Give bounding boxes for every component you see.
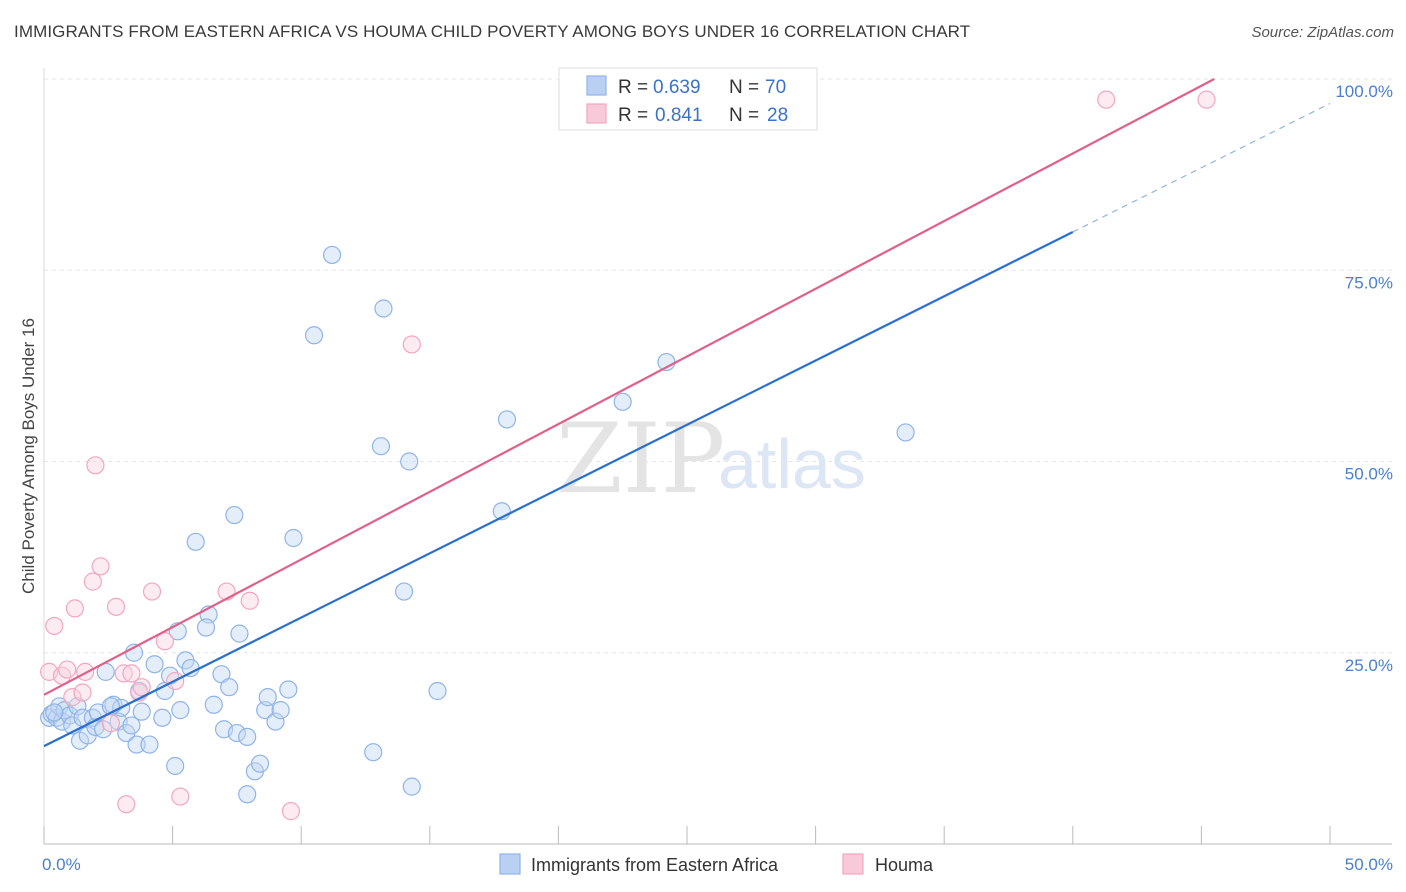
data-point — [402, 777, 421, 796]
legend-swatch-eastern-africa — [586, 75, 607, 96]
y-axis-label: Child Poverty Among Boys Under 16 — [19, 318, 38, 594]
data-point — [68, 697, 87, 716]
legend-n-label-2: N = — [729, 105, 759, 126]
data-point — [142, 582, 162, 601]
data-point — [65, 599, 84, 618]
data-point — [155, 632, 174, 651]
legend-n-value-1: 70 — [765, 77, 786, 98]
data-point — [402, 335, 421, 354]
legend-r-label-1: R = — [618, 77, 648, 98]
legend-n-label-1: N = — [729, 77, 759, 98]
y-tick-label: 25.0% — [1345, 656, 1393, 675]
data-point — [117, 795, 136, 814]
data-point — [279, 680, 298, 699]
legend-r-value-2: 0.841 — [655, 105, 703, 126]
data-point — [166, 756, 185, 776]
data-point — [63, 688, 82, 707]
data-point — [230, 624, 249, 643]
chart-title: IMMIGRANTS FROM EASTERN AFRICA VS HOUMA … — [14, 22, 971, 41]
data-point — [400, 452, 419, 471]
trend-line-eastern-africa — [43, 231, 1074, 748]
data-point — [73, 683, 92, 702]
tick-labels: 25.0% 50.0% 75.0% 100.0% 0.0% 50.0% — [42, 82, 1393, 874]
data-point — [83, 572, 102, 591]
data-point — [171, 701, 190, 720]
data-point — [132, 702, 151, 721]
data-point — [1197, 90, 1216, 109]
chart-source: Source: ZipAtlas.com — [1251, 24, 1394, 41]
data-point — [76, 662, 95, 681]
data-point — [220, 678, 239, 697]
bottom-legend: Immigrants from Eastern Africa Houma — [499, 853, 934, 875]
trend-lines — [43, 78, 1331, 748]
data-point — [45, 703, 64, 722]
data-point — [114, 664, 133, 683]
data-point — [153, 708, 172, 727]
bottom-legend-swatch-houma — [842, 853, 864, 875]
data-point — [101, 714, 120, 733]
legend-r-value-1: 0.639 — [653, 77, 701, 98]
data-point — [497, 410, 517, 429]
x-tick-label: 0.0% — [42, 855, 81, 874]
data-point — [304, 326, 324, 345]
trend-line-houma — [43, 78, 1215, 696]
data-point — [613, 392, 632, 411]
series-eastern-africa-points — [40, 245, 915, 804]
data-point — [364, 743, 383, 762]
trend-line-eastern-africa-extension — [1072, 102, 1331, 233]
data-point — [127, 735, 146, 754]
data-point — [196, 618, 216, 637]
data-point — [106, 597, 126, 616]
data-point — [86, 456, 105, 475]
data-point — [140, 735, 159, 754]
data-point — [371, 437, 391, 456]
y-tick-label: 50.0% — [1345, 465, 1393, 484]
legend-r-label-2: R = — [618, 105, 648, 126]
axes — [43, 68, 1392, 845]
data-point — [281, 802, 301, 821]
watermark-atlas: atlas — [718, 425, 866, 503]
bottom-legend-label-houma: Houma — [875, 855, 934, 875]
data-point — [225, 505, 244, 525]
data-point — [394, 582, 414, 601]
data-point — [374, 299, 393, 318]
data-point — [204, 695, 223, 714]
data-point — [896, 423, 915, 442]
data-point — [145, 655, 164, 674]
data-point — [132, 678, 151, 697]
data-point — [266, 712, 285, 731]
legend-n-value-2: 28 — [767, 105, 788, 126]
data-point — [238, 727, 257, 747]
data-point — [91, 557, 110, 576]
data-point — [122, 716, 141, 735]
data-point — [284, 528, 303, 548]
bottom-legend-swatch-eastern-africa — [499, 853, 521, 875]
data-point — [171, 787, 190, 806]
data-point — [45, 616, 64, 636]
data-point — [271, 701, 290, 720]
data-point — [238, 785, 257, 804]
data-point — [58, 660, 77, 679]
x-tick-label: 50.0% — [1345, 855, 1393, 874]
y-tick-label: 100.0% — [1335, 82, 1393, 101]
series-houma-points — [40, 90, 1216, 821]
data-point — [250, 754, 270, 773]
data-point — [258, 688, 277, 707]
grid-lines — [44, 78, 1392, 654]
data-point — [240, 591, 259, 610]
data-point — [1097, 90, 1116, 109]
data-point — [428, 681, 447, 701]
watermark: ZIP atlas — [556, 403, 866, 515]
data-point — [122, 664, 141, 683]
legend-box: R = 0.639 N = 70 R = 0.841 N = 28 — [558, 67, 818, 131]
bottom-legend-label-eastern-africa: Immigrants from Eastern Africa — [531, 855, 779, 875]
data-point — [322, 245, 342, 265]
legend-swatch-houma — [586, 103, 607, 124]
watermark-zip: ZIP — [556, 403, 725, 515]
data-point — [227, 723, 246, 743]
y-tick-label: 75.0% — [1345, 273, 1393, 292]
data-point — [186, 532, 205, 551]
